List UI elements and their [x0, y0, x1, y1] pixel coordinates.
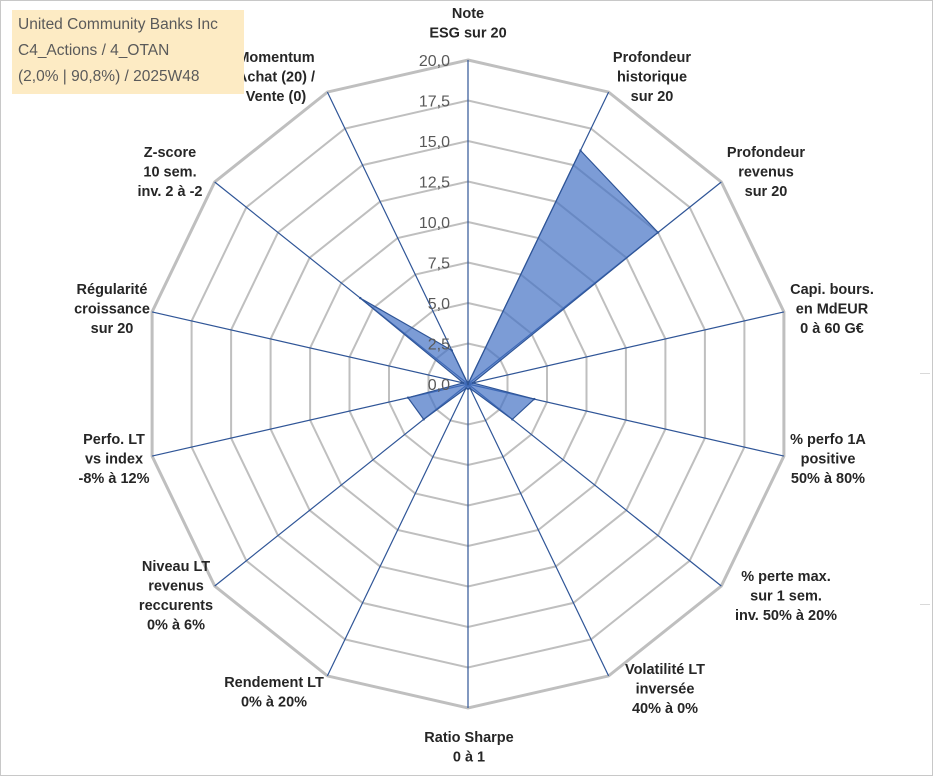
tick-label: 7,5: [428, 256, 450, 273]
axis-label: Momentum Achat (20) / Vente (0): [237, 50, 315, 105]
axis-spoke: [467, 383, 610, 677]
axis-label-line: 50% à 80%: [791, 471, 865, 487]
axis-label-line: 0% à 20%: [241, 695, 307, 711]
axis-label-line: Volatilité LT: [625, 662, 705, 678]
axis-label-line: revenus: [738, 165, 794, 181]
axis-label: Niveau LT revenus reccurents 0% à 6%: [139, 559, 213, 634]
axis-label-line: Achat (20) /: [237, 70, 315, 86]
axis-label-line: reccurents: [139, 598, 213, 614]
data-point: [579, 149, 582, 152]
data-point: [511, 418, 514, 421]
title-line-1: United Community Banks Inc: [18, 16, 218, 33]
tick-label: 0,0: [428, 377, 450, 394]
axis-label: Z-score 10 sem. inv. 2 à -2: [137, 145, 202, 200]
axis-label-line: 0 à 1: [453, 750, 485, 766]
axis-label-line: Perfo. LT: [83, 432, 145, 448]
axis-label-line: revenus: [148, 579, 204, 595]
data-point: [468, 387, 472, 390]
axis-label-line: inv. 50% à 20%: [735, 608, 837, 624]
axis-label-line: Momentum: [237, 50, 314, 66]
axis-spoke: [326, 91, 469, 385]
axis-spoke: [326, 383, 469, 677]
axis-label-line: Régularité: [77, 282, 148, 298]
axis-label: Capi. bours. en MdEUR 0 à 60 G€: [790, 282, 874, 337]
axis-label-line: Vente (0): [246, 89, 307, 105]
axis-label-line: sur 20: [745, 184, 788, 200]
edge-tick-mark: [920, 604, 930, 605]
axis-label-line: croissance: [74, 302, 150, 318]
axis-label-line: inv. 2 à -2: [137, 184, 202, 200]
data-point: [422, 418, 425, 421]
axis-label-line: Z-score: [144, 145, 196, 161]
tick-label: 2,5: [428, 337, 450, 354]
axis-label-line: 0 à 60 G€: [800, 321, 864, 337]
axis-label-line: sur 1 sem.: [750, 589, 822, 605]
axis-label-line: Ratio Sharpe: [424, 730, 513, 746]
axis-label-line: historique: [617, 70, 687, 86]
axis-label-line: 10 sem.: [143, 165, 196, 181]
tick-label: 5,0: [428, 296, 450, 313]
data-point: [533, 397, 536, 401]
tick-label: 20,0: [419, 53, 450, 70]
axis-label-line: Note: [452, 6, 484, 22]
axis-label: Rendement LT 0% à 20%: [224, 675, 324, 711]
axis-label-line: inversée: [636, 682, 695, 698]
axis-label-line: Capi. bours.: [790, 282, 874, 298]
data-point: [471, 381, 474, 385]
data-point: [656, 231, 660, 234]
axis-label-line: Profondeur: [613, 50, 691, 66]
axis-label: Volatilité LT inversée 40% à 0%: [625, 662, 705, 717]
axis-label: Profondeur revenus sur 20: [727, 145, 805, 200]
data-point: [466, 382, 470, 386]
axis-label-line: Rendement LT: [224, 675, 324, 691]
tick-label: 17,5: [419, 94, 450, 111]
data-point: [406, 396, 410, 399]
data-point: [359, 296, 362, 300]
axis-label-line: % perte max.: [741, 569, 830, 585]
axis-label-line: 40% à 0%: [632, 701, 698, 717]
axis-label-line: sur 20: [631, 89, 674, 105]
edge-tick-mark: [920, 373, 930, 374]
axis-label-line: % perfo 1A: [790, 432, 866, 448]
data-point: [466, 387, 470, 391]
axis-spoke: [467, 311, 785, 385]
axis-label: Régularité croissance sur 20: [74, 282, 150, 337]
axis-label: % perte max. sur 1 sem. inv. 50% à 20%: [735, 569, 837, 624]
axis-label-line: Profondeur: [727, 145, 805, 161]
data-point: [462, 381, 465, 385]
axis-label-line: 0% à 6%: [147, 618, 205, 634]
tick-label: 15,0: [419, 134, 450, 151]
axis-label-line: en MdEUR: [796, 302, 869, 318]
axis-label: % perfo 1A positive 50% à 80%: [790, 432, 866, 487]
axis-label-line: -8% à 12%: [79, 471, 150, 487]
axis-label: Ratio Sharpe 0 à 1: [424, 730, 513, 766]
axis-label-line: vs index: [85, 452, 143, 468]
axis-spoke: [151, 311, 469, 385]
axis-label-line: sur 20: [91, 321, 134, 337]
axis-label: Perfo. LT vs index -8% à 12%: [79, 432, 150, 487]
tick-label: 12,5: [419, 175, 450, 192]
data-point: [450, 349, 453, 352]
data-point: [464, 387, 468, 390]
axis-label: Profondeur historique sur 20: [613, 50, 691, 105]
axis-label-line: ESG sur 20: [429, 26, 506, 42]
tick-label: 10,0: [419, 215, 450, 232]
axis-label-line: positive: [801, 452, 856, 468]
axis-label: Note ESG sur 20: [429, 6, 506, 42]
chart-title-box: United Community Banks Inc C4_Actions / …: [12, 10, 244, 94]
axis-label-line: Niveau LT: [142, 559, 210, 575]
title-line-3: (2,0% | 90,8%) / 2025W48: [18, 68, 200, 85]
title-line-2: C4_Actions / 4_OTAN: [18, 42, 170, 59]
